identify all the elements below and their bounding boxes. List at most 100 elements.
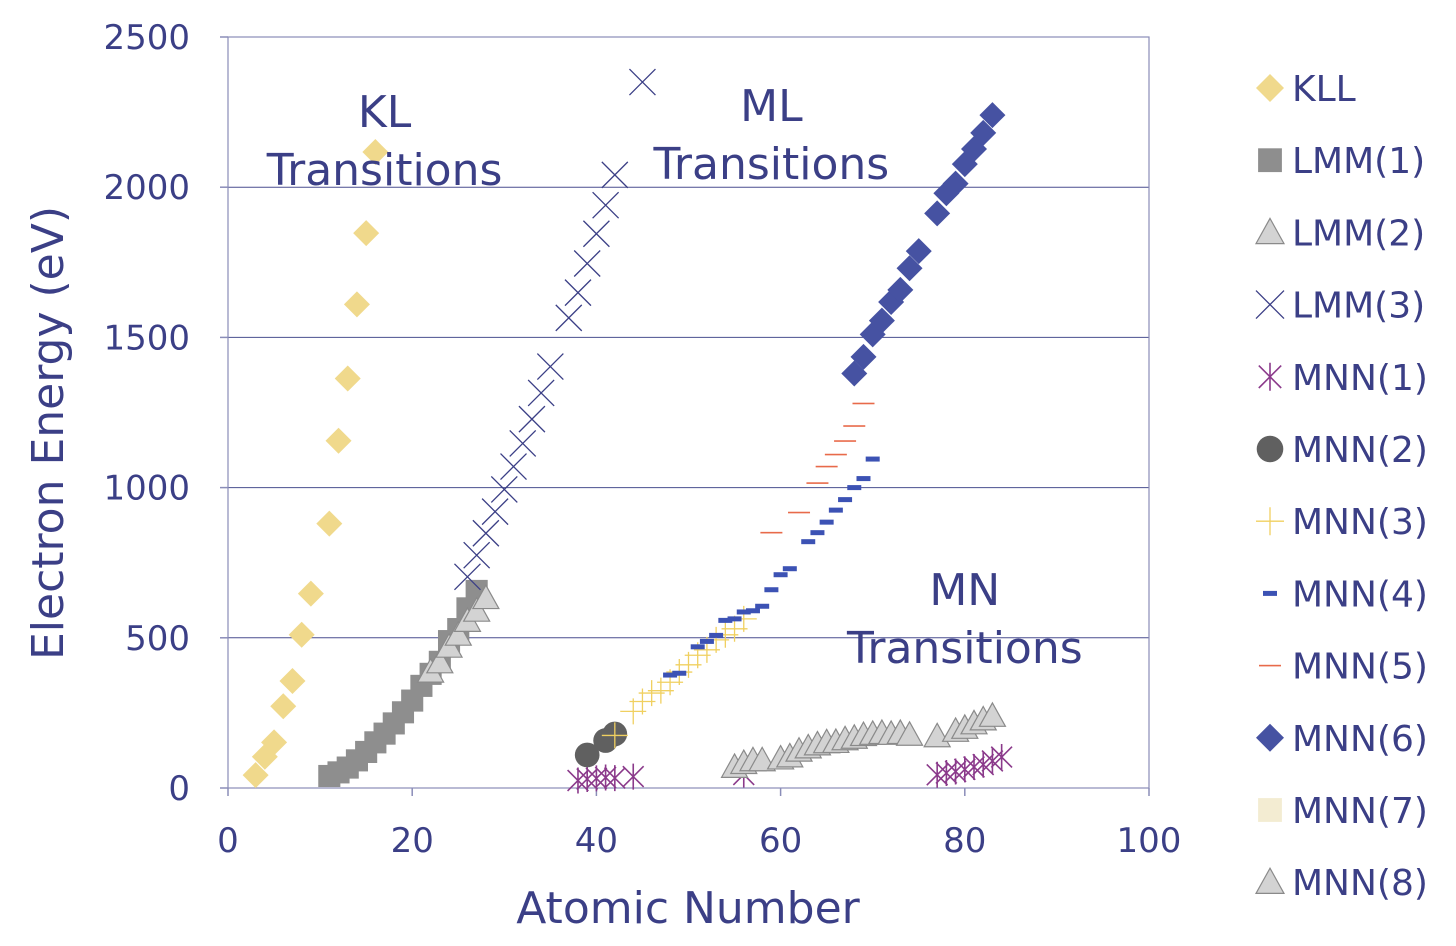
x-tick-label: 60 bbox=[759, 821, 802, 861]
data-point bbox=[481, 498, 509, 526]
x-tick-label: 40 bbox=[575, 821, 618, 861]
x-tick-label: 20 bbox=[391, 821, 434, 861]
y-tick-label: 1500 bbox=[103, 318, 190, 358]
data-point bbox=[463, 541, 491, 569]
data-point bbox=[663, 672, 678, 678]
data-point bbox=[592, 191, 620, 219]
data-point bbox=[628, 68, 656, 96]
data-point bbox=[353, 220, 380, 247]
data-point bbox=[810, 530, 825, 536]
data-point bbox=[343, 291, 370, 318]
data-point bbox=[981, 747, 1004, 774]
data-point bbox=[942, 170, 969, 197]
data-point bbox=[819, 519, 834, 525]
annotation-text: KL bbox=[358, 87, 412, 138]
data-point bbox=[773, 572, 788, 578]
data-point bbox=[490, 475, 518, 503]
legend-label: MNN(5) bbox=[1292, 647, 1428, 688]
y-tick-label: 1000 bbox=[103, 469, 190, 509]
data-point bbox=[764, 587, 779, 593]
x-tick-label: 80 bbox=[943, 821, 986, 861]
series-kll bbox=[242, 139, 389, 789]
annotation-text: Transitions bbox=[846, 623, 1083, 674]
data-point bbox=[362, 139, 389, 166]
legend-marker bbox=[1258, 362, 1282, 391]
data-point bbox=[736, 609, 751, 615]
y-tick-label: 2500 bbox=[103, 18, 190, 58]
legend-item: MNN(6) bbox=[1256, 719, 1428, 760]
annotation-text: MN bbox=[929, 565, 1000, 616]
data-point bbox=[472, 519, 500, 547]
legend-marker bbox=[1259, 664, 1281, 667]
data-point bbox=[924, 200, 951, 227]
legend-marker bbox=[1263, 590, 1277, 596]
data-point bbox=[334, 365, 361, 392]
data-point bbox=[806, 482, 829, 484]
data-point bbox=[944, 758, 967, 785]
x-tick-label: 0 bbox=[217, 821, 239, 861]
series-mnn2 bbox=[574, 721, 628, 768]
data-point bbox=[518, 405, 546, 433]
data-point bbox=[462, 596, 491, 622]
data-point bbox=[865, 456, 880, 462]
data-point bbox=[801, 539, 816, 545]
data-point bbox=[500, 453, 527, 481]
series-mnn6 bbox=[841, 102, 1006, 387]
data-point bbox=[856, 476, 871, 482]
annotation-text: Transitions bbox=[266, 145, 503, 196]
legend-marker bbox=[1258, 148, 1282, 173]
points-layer bbox=[242, 68, 1013, 794]
data-point bbox=[979, 102, 1006, 129]
legend-item: MNN(1) bbox=[1258, 358, 1428, 399]
data-point bbox=[690, 644, 705, 650]
data-point bbox=[582, 220, 610, 248]
data-point bbox=[444, 620, 473, 646]
legend-marker bbox=[1255, 290, 1285, 320]
legend-marker bbox=[1254, 217, 1286, 245]
data-point bbox=[978, 701, 1007, 727]
y-tick-label: 0 bbox=[168, 769, 190, 809]
data-point bbox=[852, 402, 875, 405]
legend-item: LMM(3) bbox=[1255, 286, 1425, 327]
data-point bbox=[288, 621, 315, 648]
legend-item: LMM(2) bbox=[1254, 213, 1425, 254]
data-point bbox=[868, 307, 895, 334]
legend-item: KLL bbox=[1256, 69, 1356, 110]
legend-item: MNN(5) bbox=[1259, 647, 1428, 688]
data-point bbox=[536, 353, 564, 380]
data-point bbox=[527, 379, 555, 407]
data-point bbox=[953, 756, 976, 783]
data-point bbox=[601, 161, 629, 189]
data-point bbox=[709, 632, 724, 638]
data-point bbox=[895, 720, 924, 746]
legend-item: MNN(8) bbox=[1254, 863, 1428, 904]
data-point bbox=[279, 668, 306, 695]
annotation-text: ML bbox=[740, 81, 803, 132]
x-axis-title: Atomic Number bbox=[516, 883, 860, 934]
data-point bbox=[242, 762, 269, 789]
data-point bbox=[970, 119, 997, 146]
data-point bbox=[454, 563, 481, 591]
legend-label: MNN(3) bbox=[1292, 502, 1428, 543]
data-point bbox=[270, 693, 297, 720]
data-point bbox=[297, 580, 324, 607]
series-mnn5 bbox=[760, 402, 875, 534]
plot-frame bbox=[227, 36, 1150, 789]
annotation-layer: KL Transitions ML Transitions MN Transitions bbox=[266, 81, 1083, 674]
data-point bbox=[727, 616, 742, 622]
y-tick-label: 2000 bbox=[103, 168, 190, 208]
legend-label: LMM(2) bbox=[1292, 213, 1425, 254]
data-point bbox=[261, 729, 288, 756]
series-lmm3 bbox=[454, 68, 656, 591]
legend-label: MNN(1) bbox=[1292, 358, 1428, 399]
data-point bbox=[325, 427, 352, 454]
legend-marker bbox=[1256, 435, 1284, 463]
legend-label: LMM(3) bbox=[1292, 286, 1425, 327]
data-point bbox=[843, 425, 866, 427]
data-point bbox=[555, 304, 583, 332]
annotation-text: Transitions bbox=[653, 139, 890, 190]
y-axis-title: Electron Energy (eV) bbox=[23, 206, 74, 660]
legend-marker bbox=[1256, 74, 1284, 102]
legend-item: MNN(4) bbox=[1263, 574, 1428, 615]
legend-label: MNN(7) bbox=[1292, 791, 1428, 832]
